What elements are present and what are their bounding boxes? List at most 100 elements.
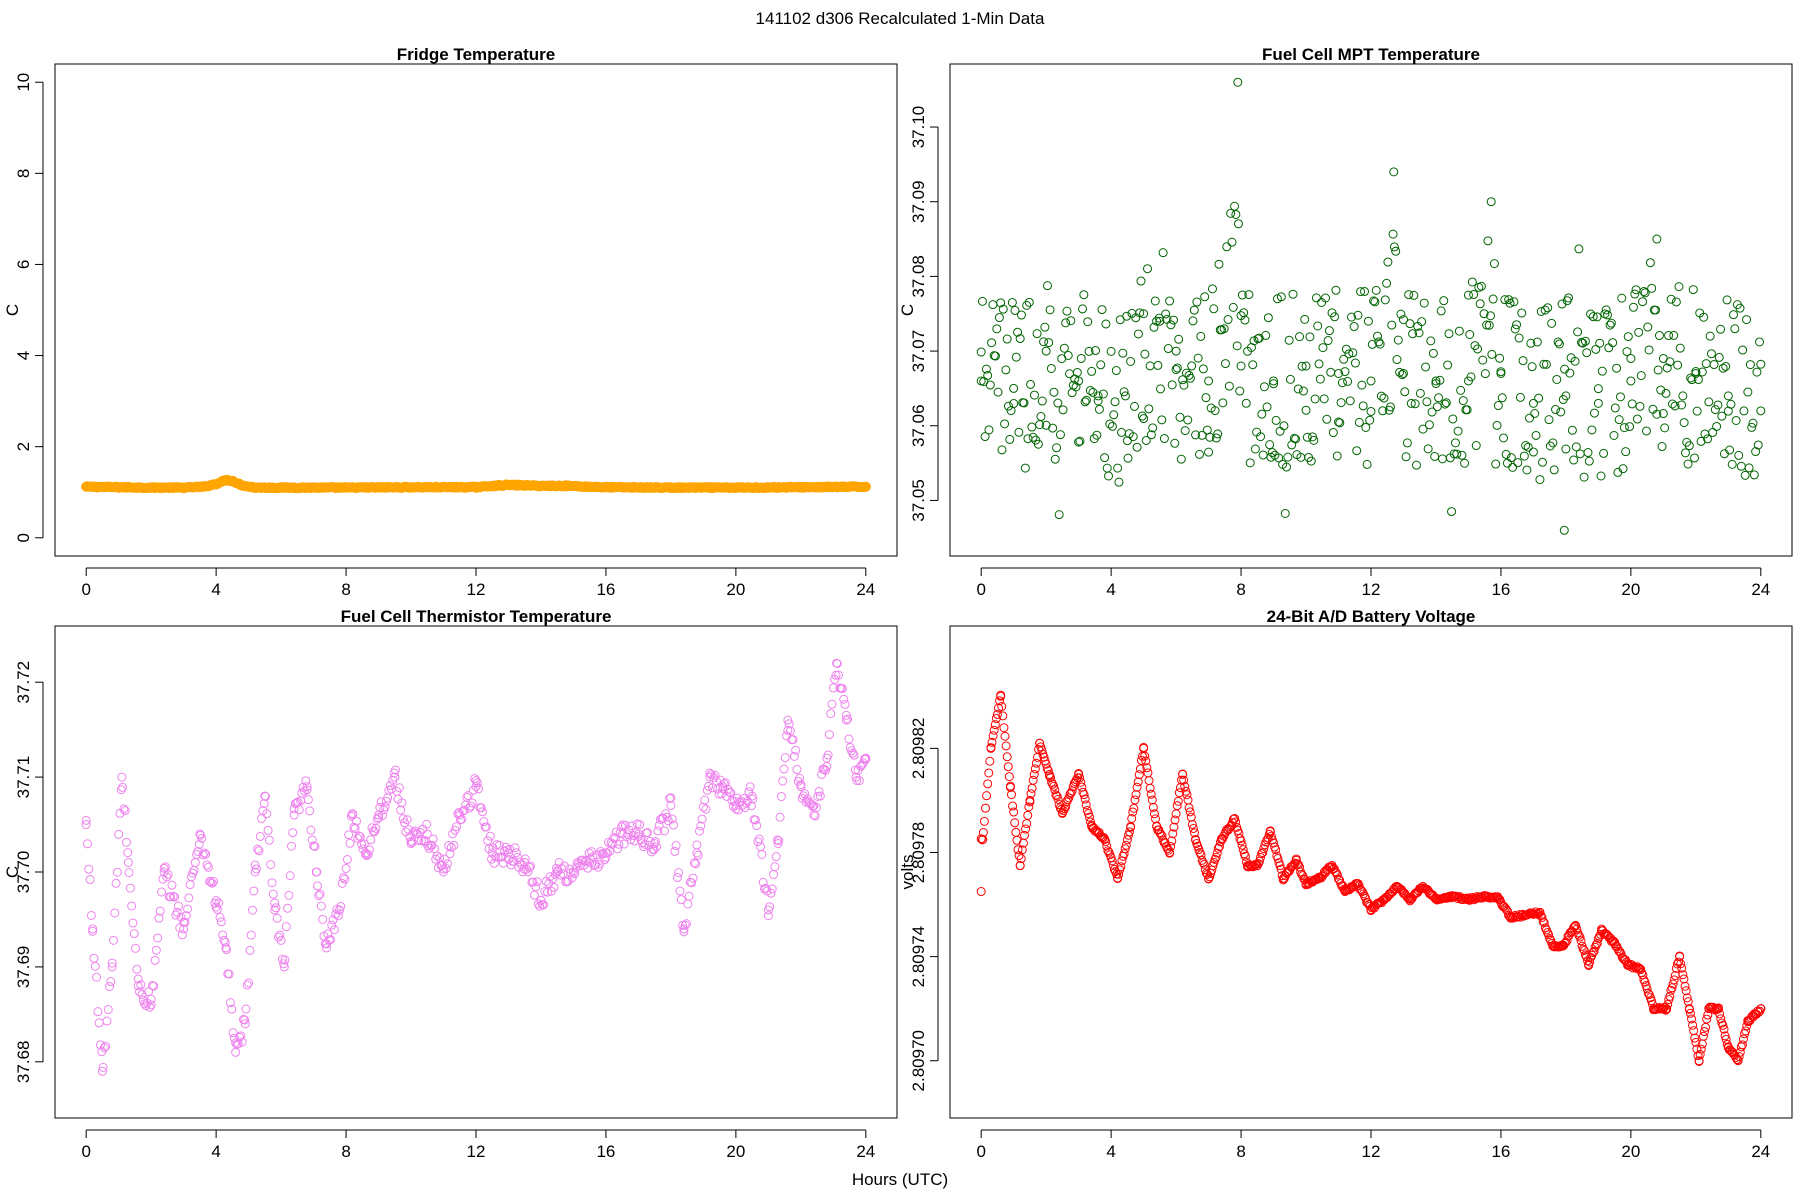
- data-point: [824, 730, 834, 740]
- data-point: [536, 895, 546, 905]
- data-point: [740, 803, 750, 813]
- data-point: [101, 1041, 111, 1051]
- data-point: [1300, 314, 1310, 324]
- data-point: [1721, 361, 1731, 371]
- data-point: [1574, 244, 1584, 254]
- data-point: [1050, 785, 1060, 795]
- data-point: [1712, 421, 1722, 431]
- data-point: [679, 924, 689, 934]
- data-point: [1457, 450, 1467, 460]
- y-tick-label: 4: [14, 351, 33, 360]
- data-point: [1521, 441, 1531, 451]
- data-point: [1610, 939, 1620, 949]
- data-point: [400, 818, 410, 828]
- data-point: [1076, 353, 1086, 363]
- data-point: [1434, 393, 1444, 403]
- data-point: [503, 479, 514, 490]
- data-point: [255, 831, 265, 841]
- data-point: [1240, 315, 1250, 325]
- data-point: [1405, 894, 1415, 904]
- data-point: [789, 751, 799, 761]
- data-point: [1663, 1000, 1673, 1010]
- data-point: [1626, 354, 1636, 364]
- data-point: [691, 859, 701, 869]
- data-point: [1541, 359, 1551, 369]
- data-point: [286, 841, 296, 851]
- data-point: [266, 860, 276, 870]
- data-point: [241, 1004, 251, 1014]
- data-point: [1499, 902, 1509, 912]
- data-point: [153, 933, 163, 943]
- data-point: [1620, 955, 1630, 965]
- data-point: [1066, 316, 1076, 326]
- data-point: [1015, 860, 1025, 870]
- data-point: [1366, 406, 1376, 416]
- data-point: [795, 773, 805, 783]
- y-tick-label: 6: [14, 260, 33, 269]
- data-point: [987, 338, 997, 348]
- data-point: [1204, 376, 1214, 386]
- data-point: [1501, 449, 1511, 459]
- data-point: [1169, 822, 1179, 832]
- data-point: [645, 837, 655, 847]
- data-point: [108, 935, 118, 945]
- data-point: [1379, 393, 1389, 403]
- data-point: [233, 1039, 243, 1049]
- data-point: [1661, 1005, 1671, 1015]
- data-point: [1419, 298, 1429, 308]
- data-point: [1689, 1026, 1699, 1036]
- data-point: [1029, 390, 1039, 400]
- data-point: [724, 787, 734, 797]
- data-point: [214, 898, 224, 908]
- data-point: [263, 825, 273, 835]
- data-point: [92, 972, 102, 982]
- data-point: [1220, 359, 1230, 369]
- data-point: [1447, 892, 1457, 902]
- data-point: [692, 840, 702, 850]
- data-point: [1560, 938, 1570, 948]
- data-point: [1682, 993, 1692, 1003]
- data-point: [1143, 264, 1153, 274]
- data-point: [1679, 418, 1689, 428]
- data-point: [775, 812, 785, 822]
- data-point: [1146, 789, 1156, 799]
- data-point: [1755, 337, 1765, 347]
- data-point: [680, 920, 690, 930]
- data-point: [992, 709, 1002, 719]
- data-point: [607, 839, 617, 849]
- data-point: [1011, 827, 1021, 837]
- data-point: [1417, 317, 1427, 327]
- data-point: [487, 480, 498, 491]
- data-point: [86, 910, 96, 920]
- data-point: [193, 847, 203, 857]
- data-point: [1622, 347, 1632, 357]
- data-point: [1463, 894, 1473, 904]
- data-point: [1505, 298, 1515, 308]
- data-point: [377, 811, 387, 821]
- data-point: [1722, 295, 1732, 305]
- data-point: [523, 867, 533, 877]
- data-point: [1240, 851, 1250, 861]
- data-point: [260, 791, 270, 801]
- data-point: [1706, 349, 1716, 359]
- data-point: [341, 864, 351, 874]
- data-point: [1756, 359, 1766, 369]
- data-point: [209, 876, 219, 886]
- data-point: [1074, 376, 1084, 386]
- data-point: [589, 861, 599, 871]
- data-point: [1085, 386, 1095, 395]
- data-point: [1482, 320, 1492, 330]
- data-point: [1026, 789, 1036, 799]
- data-point: [1032, 329, 1042, 339]
- data-point: [1373, 331, 1382, 341]
- data-point: [996, 298, 1006, 308]
- data-point: [659, 826, 669, 836]
- data-point: [1241, 398, 1251, 408]
- data-point: [1191, 834, 1201, 844]
- data-point: [1400, 387, 1410, 397]
- data-point: [1688, 1020, 1698, 1030]
- data-point: [81, 820, 91, 830]
- data-point: [1509, 297, 1519, 307]
- data-point: [181, 911, 191, 921]
- data-point: [99, 1043, 109, 1053]
